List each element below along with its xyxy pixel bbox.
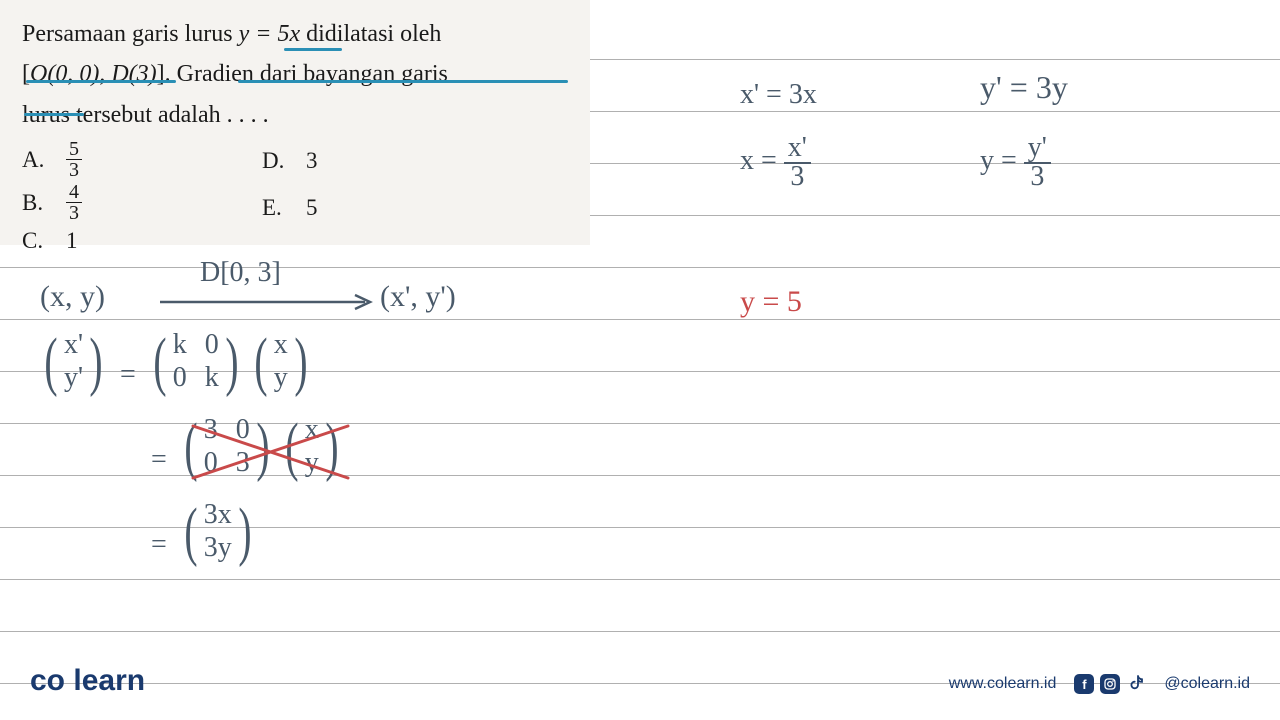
question-line-2: [O(0, 0), D(3)]. Gradien dari bayangan g… [22,58,568,90]
logo-learn: learn [73,664,145,697]
option-label: C. [22,225,50,256]
fraction: 4 3 [66,182,82,223]
option-label: B. [22,187,50,218]
hw-xyprime: (x', y') [380,280,456,313]
text: ]. Gradien dari bayangan garis [157,61,448,87]
cell: 3y [204,533,232,564]
option-d: D. 3 [262,145,318,176]
facebook-icon: f [1074,674,1094,694]
hw-yprime: y' = 3y [980,70,1068,105]
question-panel: Persamaan garis lurus y = 5x didilatasi … [0,0,590,245]
option-a: A. 5 3 [22,139,82,180]
tiktok-icon [1126,674,1146,694]
instagram-icon [1100,674,1120,694]
text: [ [22,61,30,87]
cell: k [205,363,219,394]
question-line-1: Persamaan garis lurus y = 5x didilatasi … [22,18,568,50]
fraction: y' 3 [1024,135,1051,190]
cell: y [274,363,288,394]
arrow-icon [160,292,380,322]
cell: x [274,330,288,361]
hw-xsolve: x = x' 3 [740,135,811,190]
hw-matrix-eq3: = ( 3x 3y ) [145,500,256,564]
equation: O(0, 0), D(3) [30,61,157,87]
question-line-3: lurus tersebut adalah . . . . [22,99,568,131]
cell: x' [64,330,83,361]
equation: y = 5x [239,21,301,47]
footer-handle: @colearn.id [1164,675,1250,693]
option-e: E. 5 [262,192,318,223]
logo-co: co [30,664,65,697]
blue-underline [26,80,176,83]
red-cross-icon [188,418,358,488]
numerator: 4 [66,182,82,203]
option-label: E. [262,192,290,223]
cell: y' [64,363,83,394]
text: didilatasi oleh [300,21,441,47]
social-icons: f [1074,674,1146,694]
matrix-result: ( 3x 3y ) [180,500,256,564]
cell: k [173,330,187,361]
text: Persamaan garis lurus [22,21,239,47]
lhs: y = [980,145,1024,176]
fraction: 5 3 [66,139,82,180]
denominator: 3 [786,164,808,191]
option-b: B. 4 3 [22,182,82,223]
options-container: A. 5 3 B. 4 3 C. 1 D. 3 [22,139,568,256]
options-right-column: D. 3 E. 5 [262,139,318,256]
cell: 3x [204,500,232,531]
equals: = [120,359,136,390]
option-value: 3 [306,145,318,176]
hw-matrix-eq1: ( x' y' ) = ( k0 0k ) ( x y ) [40,330,312,394]
option-label: D. [262,145,290,176]
option-c: C. 1 [22,225,82,256]
cell: 0 [205,330,219,361]
cell: 0 [173,363,187,394]
equals: = [151,444,167,475]
matrix-lhs: ( x' y' ) [40,330,107,394]
blue-underline [24,113,84,116]
matrix-xy: ( x y ) [250,330,312,394]
numerator: 5 [66,139,82,160]
option-label: A. [22,144,50,175]
denominator: 3 [1026,164,1048,191]
numerator: y' [1024,135,1051,164]
hw-xy: (x, y) [40,280,105,313]
lhs: x = [740,145,784,176]
hw-ysolve: y = y' 3 [980,135,1051,190]
brand-logo: co learn [30,664,145,698]
equals: = [151,529,167,560]
blue-underline [284,48,342,51]
option-value: 5 [306,192,318,223]
denominator: 3 [66,160,82,180]
footer-right: www.colearn.id f @colearn.id [949,674,1250,694]
footer-url: www.colearn.id [949,675,1057,693]
fraction: x' 3 [784,135,811,190]
hw-red-equation: y = 5 [740,285,802,318]
options-left-column: A. 5 3 B. 4 3 C. 1 [22,139,82,256]
numerator: x' [784,135,811,164]
matrix-k: ( k0 0k ) [149,330,243,394]
denominator: 3 [66,203,82,223]
option-value: 1 [66,225,78,256]
blue-underline [238,80,568,83]
hw-dlabel: D[0, 3] [200,258,281,289]
hw-xprime: x' = 3x [740,80,817,111]
